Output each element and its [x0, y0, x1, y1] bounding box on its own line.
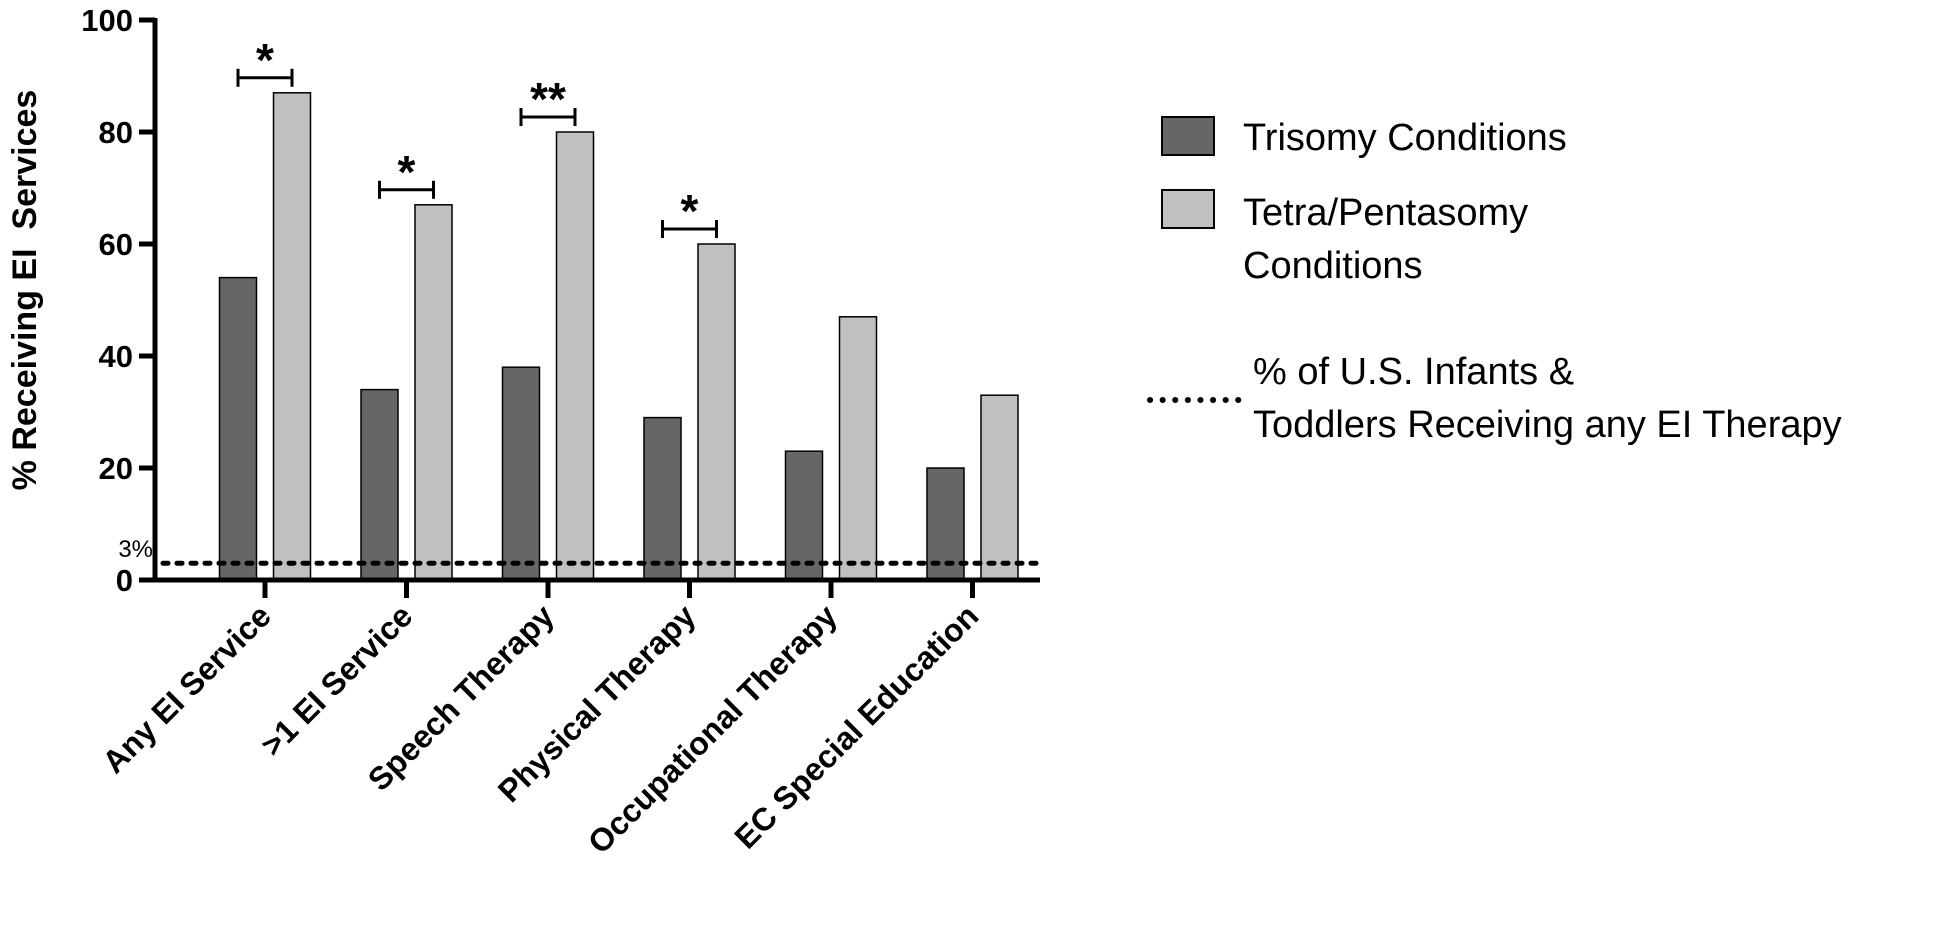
legend-label-tetra-line1: Tetra/Pentasomy — [1243, 192, 1528, 234]
significance-marker-2: ** — [530, 73, 566, 125]
y-tick-label-0: 0 — [116, 563, 133, 598]
legend-label-reference-line1: % of U.S. Infants & — [1253, 351, 1574, 393]
y-tick-label-80: 80 — [99, 115, 133, 150]
bar-trisomy-conditions-any-ei-service — [218, 276, 258, 581]
legend-label-tetra-line2: Conditions — [1243, 245, 1423, 287]
bar-tetra-pentasomy-conditions-occupational-therapy — [838, 316, 878, 581]
x-category-label-occupational-therapy: Occupational Therapy — [581, 597, 844, 860]
legend-swatch-tetra-pentasomy — [1161, 189, 1215, 229]
significance-marker-3: * — [681, 185, 699, 237]
bar-tetra-pentasomy-conditions-any-ei-service — [272, 92, 312, 581]
bar-trisomy-conditions-speech-therapy — [501, 366, 541, 581]
reference-line-label: 3% — [118, 536, 153, 563]
x-category-label-any-ei-service: Any EI Service — [95, 597, 278, 780]
bar-tetra-pentasomy-conditions-1-ei-service — [414, 204, 453, 581]
legend: Trisomy Conditions Tetra/Pentasomy Condi… — [1147, 116, 1842, 446]
legend-swatch-trisomy — [1161, 116, 1215, 156]
legend-label-reference: % of U.S. Infants & Toddlers Receiving a… — [1253, 351, 1842, 446]
y-tick-label-20: 20 — [99, 451, 133, 486]
bar-trisomy-conditions-physical-therapy — [643, 416, 682, 581]
significance-marker-0: * — [256, 34, 274, 86]
significance-group: ***** — [236, 34, 718, 238]
x-category-label-ec-special-education: EC Special Education — [727, 597, 985, 855]
significance-marker-1: * — [398, 146, 416, 198]
bar-trisomy-conditions-occupational-therapy — [784, 450, 824, 581]
bar-trisomy-conditions-1-ei-service — [360, 388, 399, 581]
y-tick-label-100: 100 — [81, 3, 133, 38]
y-ticks-group: 0 20 40 60 80 100 — [81, 3, 155, 598]
y-axis-title: % Receiving EI Services — [6, 90, 44, 491]
axes-group — [152, 18, 1040, 583]
y-tick-label-60: 60 — [99, 227, 133, 262]
bar-tetra-pentasomy-conditions-ec-special-education — [980, 394, 1019, 581]
bars-group — [218, 92, 1019, 581]
y-tick-label-40: 40 — [99, 339, 133, 374]
legend-label-trisomy-line1: Trisomy Conditions — [1243, 117, 1567, 159]
bar-tetra-pentasomy-conditions-speech-therapy — [555, 131, 595, 581]
legend-label-trisomy: Trisomy Conditions — [1243, 117, 1567, 159]
legend-label-reference-line2: Toddlers Receiving any EI Therapy — [1253, 404, 1842, 446]
legend-label-tetra-pentasomy: Tetra/Pentasomy Conditions — [1243, 192, 1539, 287]
bar-tetra-pentasomy-conditions-physical-therapy — [697, 243, 736, 581]
